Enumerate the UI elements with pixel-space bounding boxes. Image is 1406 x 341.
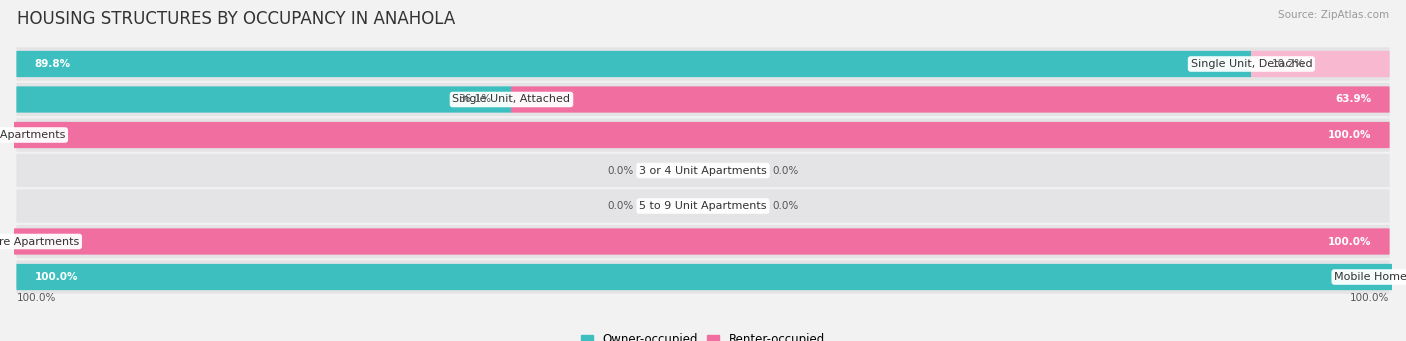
Text: HOUSING STRUCTURES BY OCCUPANCY IN ANAHOLA: HOUSING STRUCTURES BY OCCUPANCY IN ANAHO… xyxy=(17,10,456,28)
Text: 100.0%: 100.0% xyxy=(1327,237,1371,247)
FancyBboxPatch shape xyxy=(17,225,1389,258)
Text: 0.0%: 0.0% xyxy=(607,165,634,176)
Text: Source: ZipAtlas.com: Source: ZipAtlas.com xyxy=(1278,10,1389,20)
FancyBboxPatch shape xyxy=(17,264,1392,290)
Text: 10 or more Apartments: 10 or more Apartments xyxy=(0,237,79,247)
FancyBboxPatch shape xyxy=(17,118,1389,152)
Text: 2 Unit Apartments: 2 Unit Apartments xyxy=(0,130,65,140)
Text: 100.0%: 100.0% xyxy=(1327,130,1371,140)
Text: 0.0%: 0.0% xyxy=(772,165,799,176)
Text: 63.9%: 63.9% xyxy=(1336,94,1371,104)
Text: 100.0%: 100.0% xyxy=(17,293,56,303)
FancyBboxPatch shape xyxy=(17,47,1389,81)
FancyBboxPatch shape xyxy=(17,83,1389,116)
FancyBboxPatch shape xyxy=(1251,51,1389,77)
Text: 89.8%: 89.8% xyxy=(35,59,70,69)
Text: Mobile Home / Other: Mobile Home / Other xyxy=(1334,272,1406,282)
Text: 100.0%: 100.0% xyxy=(1350,293,1389,303)
Text: 0.0%: 0.0% xyxy=(772,201,799,211)
Text: Single Unit, Attached: Single Unit, Attached xyxy=(453,94,571,104)
FancyBboxPatch shape xyxy=(17,189,1389,223)
FancyBboxPatch shape xyxy=(17,154,1389,187)
FancyBboxPatch shape xyxy=(17,86,512,113)
FancyBboxPatch shape xyxy=(14,122,1389,148)
Text: 5 to 9 Unit Apartments: 5 to 9 Unit Apartments xyxy=(640,201,766,211)
Text: Single Unit, Detached: Single Unit, Detached xyxy=(1191,59,1312,69)
FancyBboxPatch shape xyxy=(17,51,1251,77)
FancyBboxPatch shape xyxy=(510,86,1389,113)
Text: 10.2%: 10.2% xyxy=(1272,59,1305,69)
Text: 0.0%: 0.0% xyxy=(607,201,634,211)
Text: 36.1%: 36.1% xyxy=(458,94,491,104)
Text: 100.0%: 100.0% xyxy=(35,272,79,282)
Text: 3 or 4 Unit Apartments: 3 or 4 Unit Apartments xyxy=(640,165,766,176)
FancyBboxPatch shape xyxy=(14,228,1389,255)
FancyBboxPatch shape xyxy=(17,260,1389,294)
Legend: Owner-occupied, Renter-occupied: Owner-occupied, Renter-occupied xyxy=(576,329,830,341)
